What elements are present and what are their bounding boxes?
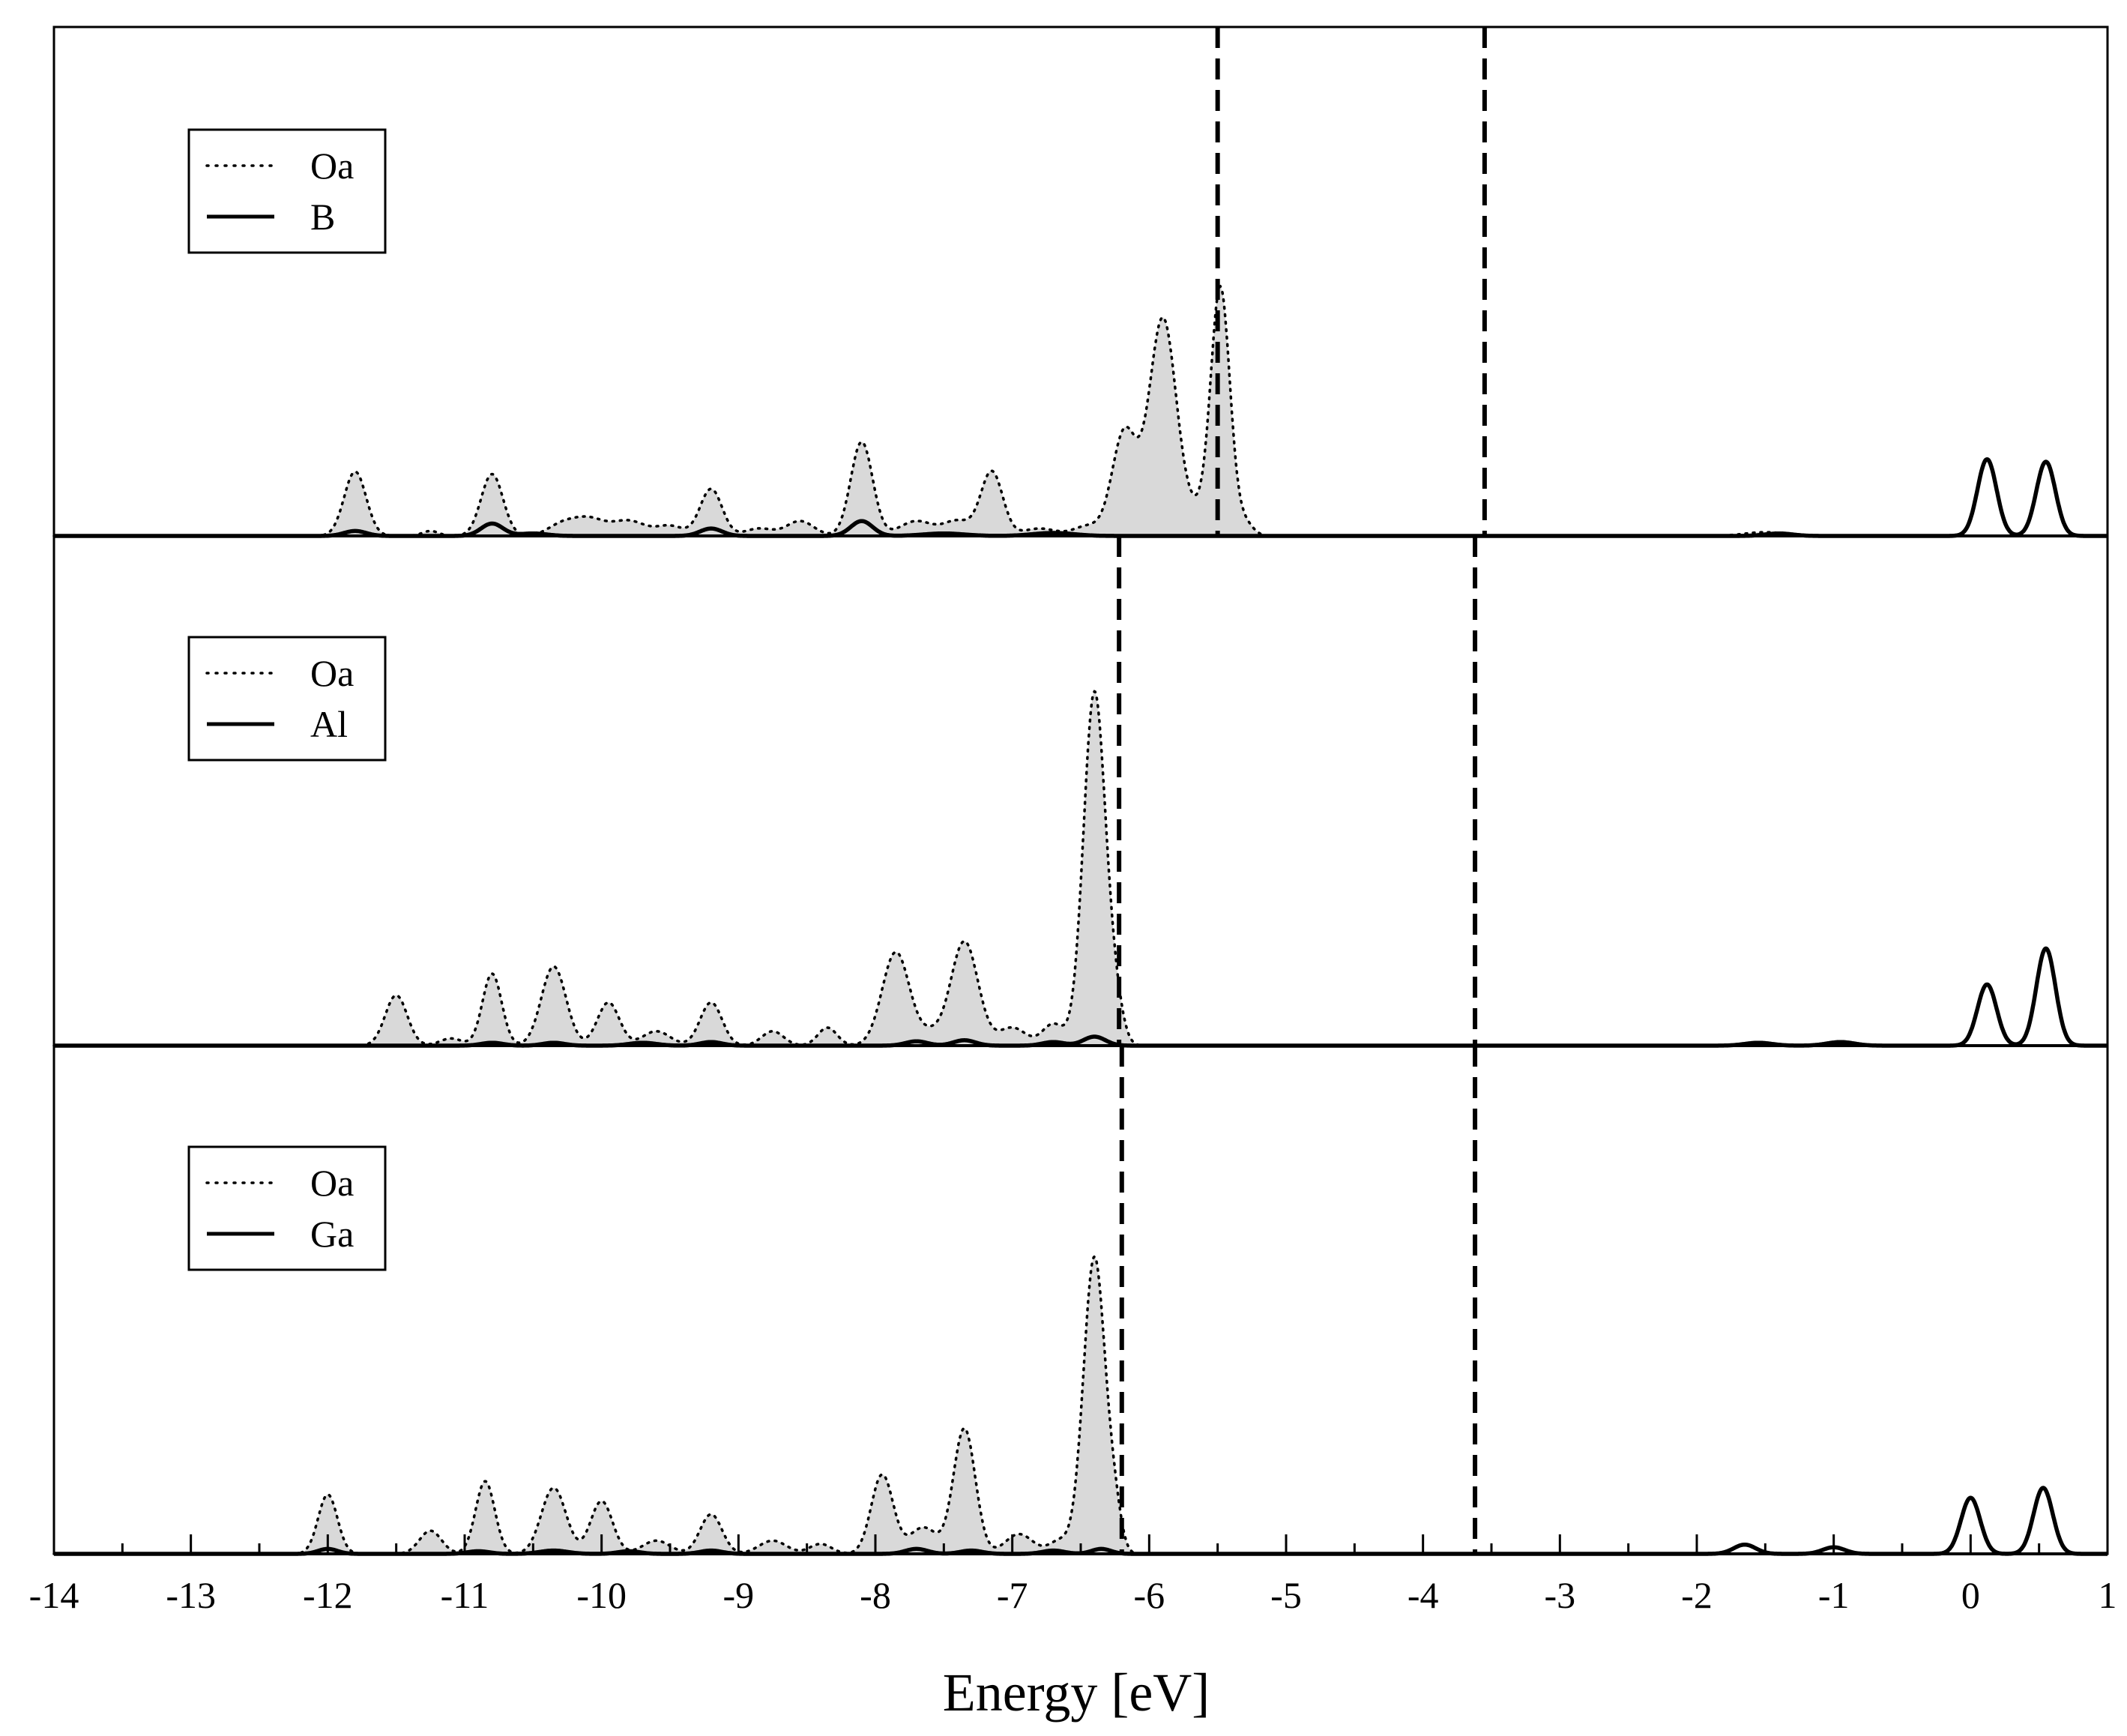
x-tick-label: -14 <box>29 1574 79 1616</box>
x-tick-label: -13 <box>166 1574 216 1616</box>
x-tick-label: 1 <box>2099 1574 2117 1616</box>
x-tick-label: -9 <box>723 1574 755 1616</box>
x-axis-ticks: -14 -13 -12 -11 -10 -9 -8 -7 -6 -5 -4 -3 -2 -1 0 1 <box>29 1534 2117 1616</box>
x-tick-label: -5 <box>1270 1574 1302 1616</box>
x-tick-label: -1 <box>1818 1574 1850 1616</box>
x-axis-label: Energy [eV] <box>943 1663 1210 1723</box>
x-tick-label: -12 <box>303 1574 353 1616</box>
series-oa-area <box>54 691 2108 1046</box>
series-oa-line <box>52 690 2109 1047</box>
panel-1: Oa B <box>52 27 2109 538</box>
frame-layer <box>52 25 2109 1555</box>
series-oa-area <box>54 286 2108 536</box>
legend-label-ga: Ga <box>310 1213 354 1255</box>
legend-box <box>187 1145 387 1271</box>
legend-label-al: Al <box>310 703 348 745</box>
x-tick-label: -8 <box>860 1574 891 1616</box>
legend: Oa Al <box>187 636 387 762</box>
x-tick-label: -10 <box>576 1574 627 1616</box>
legend-box <box>187 636 387 762</box>
plot-frame <box>52 25 2109 1555</box>
x-tick-label: -11 <box>441 1574 489 1616</box>
legend: Oa B <box>187 128 387 254</box>
panel-2: Oa Al <box>52 536 2109 1048</box>
legend-label-b: B <box>310 196 335 238</box>
legend-box <box>187 128 387 254</box>
panels-layer: Oa B Oa Al Oa Ga <box>52 27 2109 1556</box>
x-tick-label: 0 <box>1961 1574 1980 1616</box>
x-tick-label: -4 <box>1408 1574 1439 1616</box>
legend: Oa Ga <box>187 1145 387 1271</box>
x-tick-label: -3 <box>1545 1574 1576 1616</box>
x-tick-label: -2 <box>1681 1574 1713 1616</box>
x-tick-label: -6 <box>1134 1574 1165 1616</box>
x-tick-label: -7 <box>997 1574 1028 1616</box>
legend-label-oa: Oa <box>310 1162 354 1204</box>
panel-3: Oa Ga <box>52 1046 2109 1556</box>
legend-label-oa: Oa <box>310 652 354 694</box>
legend-label-oa: Oa <box>310 145 354 187</box>
series-oa-area <box>54 1256 2108 1554</box>
